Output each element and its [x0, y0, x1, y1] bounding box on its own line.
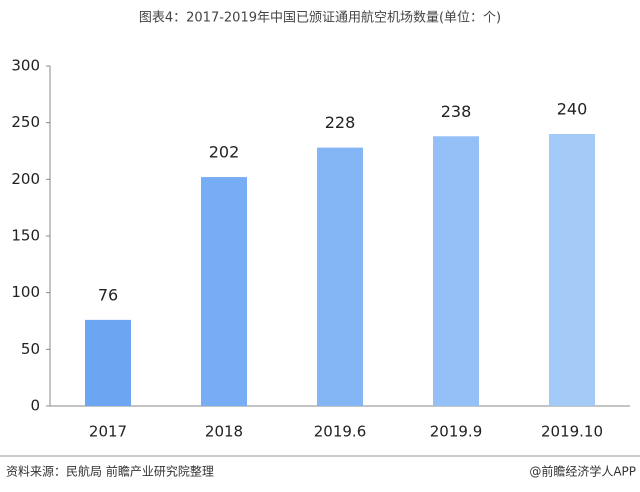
- y-tick-label: 200: [11, 170, 40, 188]
- source-note: 资料来源：民航局 前瞻产业研究院整理: [6, 464, 214, 479]
- value-label: 76: [98, 285, 118, 304]
- y-tick-label: 150: [11, 227, 40, 245]
- value-label: 240: [557, 100, 588, 119]
- bar: [433, 136, 479, 406]
- y-tick-label: 300: [11, 57, 40, 75]
- y-tick-label: 250: [11, 113, 40, 131]
- bar: [549, 134, 595, 406]
- value-label: 202: [209, 143, 240, 162]
- bar: [317, 147, 363, 406]
- x-tick-label: 2018: [205, 423, 243, 441]
- chart-title: 图表4：2017-2019年中国已颁证通用航空机场数量(单位：个): [139, 10, 501, 26]
- bar: [201, 177, 247, 406]
- x-tick-label: 2017: [89, 423, 127, 441]
- value-label: 238: [441, 102, 472, 121]
- x-tick-label: 2019.6: [314, 423, 367, 441]
- x-tick-label: 2019.10: [541, 423, 603, 441]
- bar: [85, 319, 131, 406]
- y-tick-label: 50: [21, 340, 40, 358]
- brand-note: @前瞻经济学人APP: [529, 464, 636, 479]
- y-tick-label: 100: [11, 283, 40, 301]
- value-label: 228: [325, 113, 356, 132]
- x-tick-label: 2019.9: [430, 423, 483, 441]
- y-tick-label: 0: [30, 397, 40, 415]
